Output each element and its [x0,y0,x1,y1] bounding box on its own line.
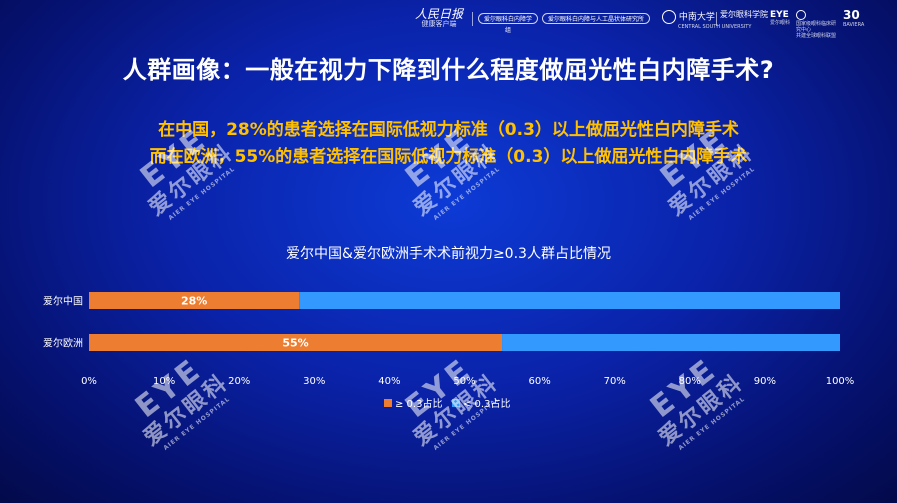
bar-lt-0.3 [502,334,840,351]
header-divider [472,12,473,26]
x-tick-label: 40% [378,376,400,387]
category-label: 爱尔中国 [43,295,83,308]
x-tick-label: 70% [604,376,626,387]
data-label: 28% [181,295,207,308]
legend-label: ≥ 0.3占比 [395,397,442,410]
bar-ge-0.3 [89,292,300,309]
header-bar: 人民日报 健康客户端 爱尔眼科白内障学组 爱尔眼科白内障与人工晶状体研究所 中南… [0,0,897,39]
legend-label: < 0.3占比 [463,397,510,410]
peoples-daily-logo-text: 人民日报 [414,7,463,21]
subtitle-line-china: 在中国，28%的患者选择在国际低视力标准（0.3）以上做屈光性白内障手术 [158,120,739,140]
national-center-sub: 共建全球眼科联盟 [796,32,837,39]
peoples-daily-logo-sub: 健康客户端 [421,20,457,28]
aier-academy-logo: 爱尔眼科学院 [720,10,768,19]
baviera-30: 30 [843,8,860,22]
national-center-logo: 国家级眼科临床研究中心 共建全球眼科联盟 [796,10,836,39]
legend-swatch-lt [452,399,460,407]
baviera-name: BAVIERA [843,22,865,28]
eye-logo-mark: EYE [770,10,789,20]
legend-swatch-ge [384,399,392,407]
x-tick-label: 80% [679,376,701,387]
eye-logo: EYE 爱尔眼科 [770,10,790,26]
csu-logo: 中南大学 CENTRAL SOUTH UNIVERSITY [662,10,751,30]
header-divider [716,12,717,26]
chart-title: 爱尔中国&爱尔欧洲手术术前视力≥0.3人群占比情况 [286,246,611,262]
baviera-logo: 30 BAVIERA [843,8,865,28]
x-tick-label: 10% [153,376,175,387]
peoples-daily-logo: 人民日报 健康客户端 [412,8,466,29]
x-tick-label: 30% [303,376,325,387]
page-title: 人群画像：一般在视力下降到什么程度做屈光性白内障手术? [122,56,775,84]
x-tick-label: 0% [81,376,97,387]
cataract-group-pill: 爱尔眼科白内障学组 [478,13,538,34]
x-tick-label: 20% [228,376,250,387]
csu-name: 中南大学 [678,12,715,23]
category-label: 爱尔欧洲 [43,337,83,350]
national-center-icon [796,10,806,20]
data-label: 55% [282,337,308,350]
x-tick-label: 100% [826,376,855,387]
x-tick-label: 90% [754,376,776,387]
x-tick-label: 60% [528,376,550,387]
csu-sub: CENTRAL SOUTH UNIVERSITY [678,24,752,30]
csu-emblem-icon [662,10,676,24]
x-tick-label: 50% [453,376,475,387]
bar-lt-0.3 [299,292,840,309]
subtitle-line-europe: 而在欧洲，55%的患者选择在国际低视力标准（0.3）以上做屈光性白内障手术 [149,147,748,167]
national-center-name: 国家级眼科临床研究中心 [796,20,837,33]
bar-ge-0.3 [89,334,503,351]
cataract-institute-pill: 爱尔眼科白内障与人工晶状体研究所 [542,13,650,24]
eye-logo-sub: 爱尔眼科 [770,20,791,26]
